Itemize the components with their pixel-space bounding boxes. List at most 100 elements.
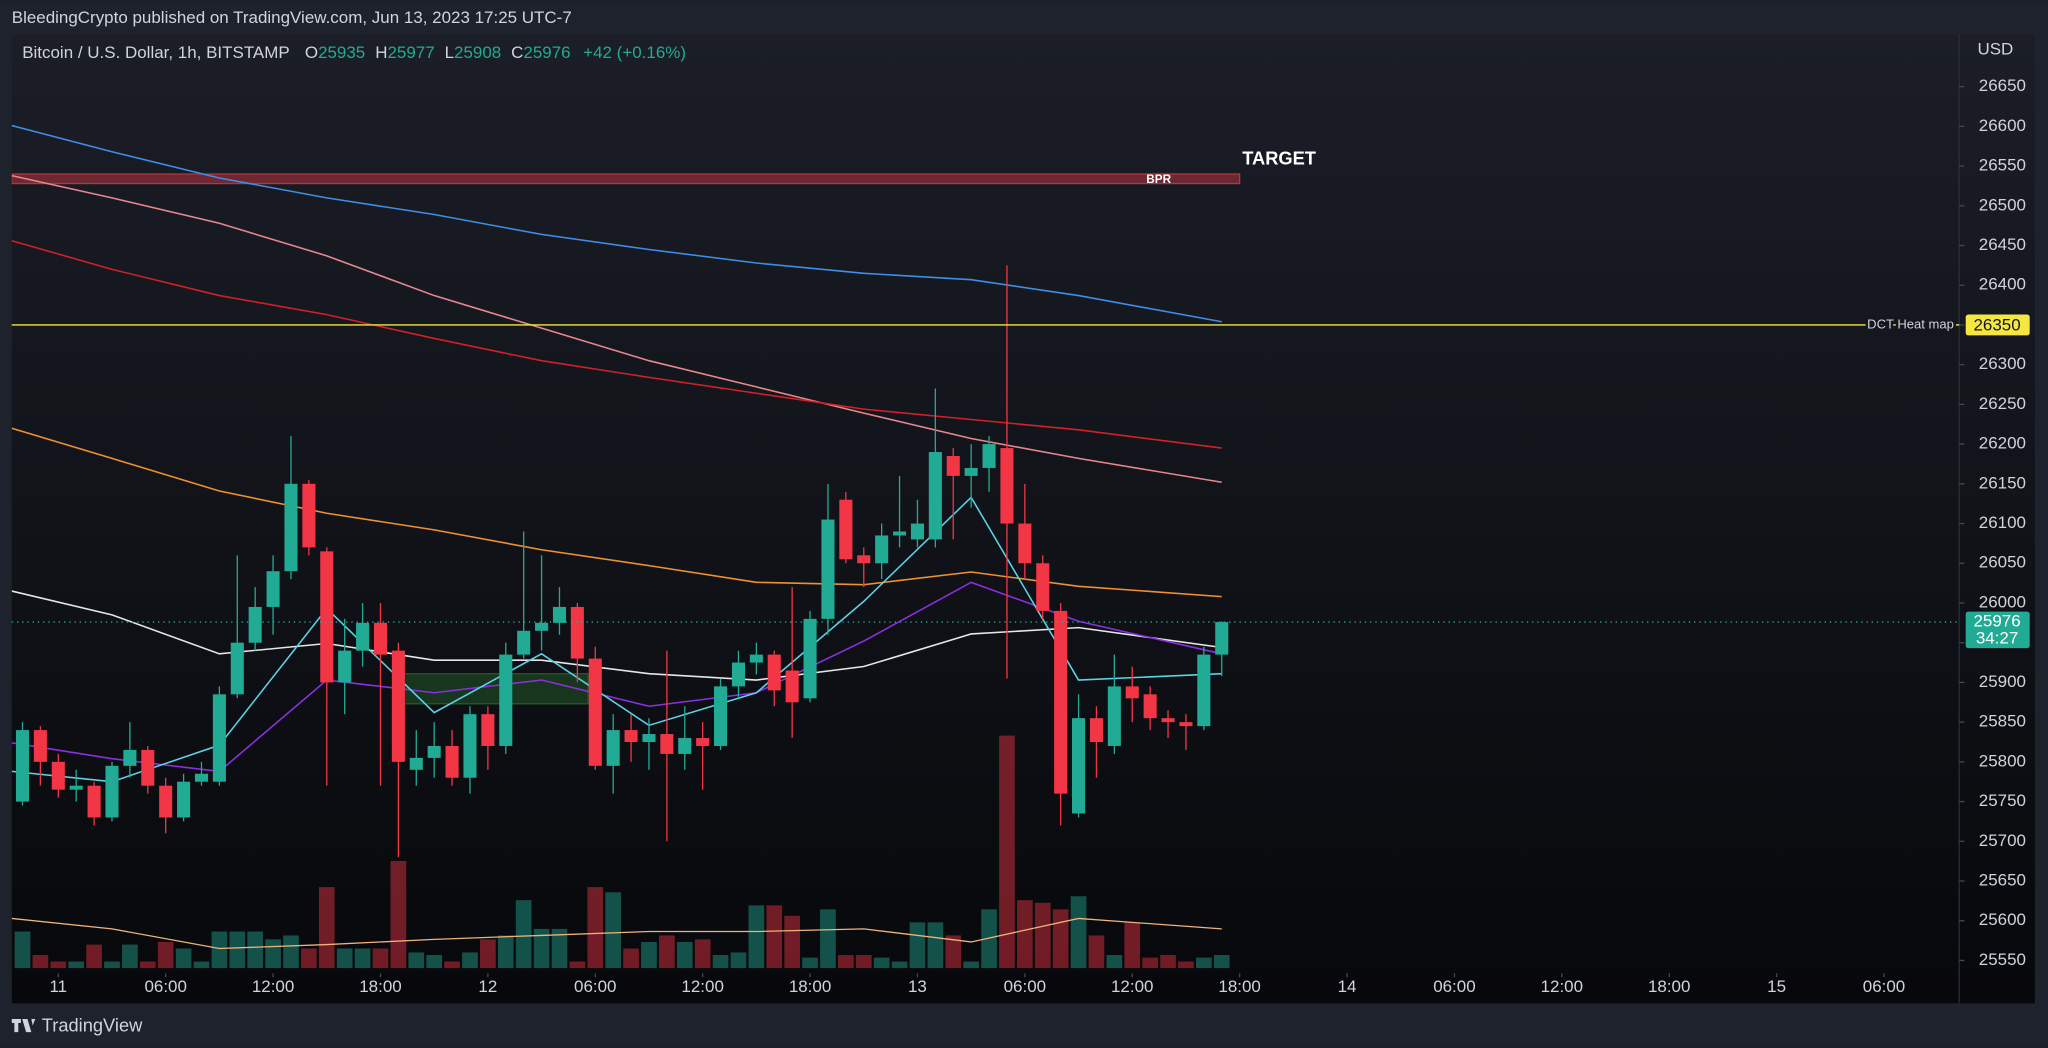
- x-tick-label: 12: [478, 977, 497, 996]
- legend-c: C: [511, 43, 523, 62]
- x-tick-label: 12:00: [1541, 977, 1583, 996]
- candle-body: [714, 686, 728, 746]
- legend-change: +42 (+0.16%): [583, 43, 686, 62]
- volume-bar: [1070, 896, 1087, 969]
- candle-body: [284, 483, 298, 572]
- candle-body: [302, 483, 316, 548]
- y-tick-label: 26100: [1979, 513, 2026, 532]
- candle-body: [1161, 718, 1175, 723]
- volume-bar: [1124, 922, 1141, 969]
- candle-body: [391, 650, 405, 762]
- x-tick-label: 06:00: [574, 977, 616, 996]
- candle-body: [141, 749, 155, 786]
- y-tick-label: 26500: [1979, 195, 2026, 214]
- x-tick-label: 06:00: [1863, 977, 1905, 996]
- x-tick-label: 06:00: [144, 977, 186, 996]
- volume-bar: [855, 955, 872, 969]
- candle-body: [767, 654, 781, 691]
- candle-body: [1000, 448, 1014, 524]
- y-tick-label: 26200: [1979, 434, 2026, 453]
- x-tick-label: 12:00: [252, 977, 294, 996]
- volume-bar: [462, 952, 478, 969]
- y-tick-label: 26050: [1979, 553, 2026, 572]
- candle-body: [928, 452, 942, 540]
- candle-body: [696, 738, 710, 746]
- volume-bar: [1213, 955, 1230, 969]
- last-price-label: 25976: [1973, 612, 2020, 631]
- volume-bar: [229, 931, 246, 969]
- legend-o: O: [305, 43, 318, 62]
- volume-bar: [909, 922, 926, 969]
- candle-body: [910, 523, 924, 540]
- candle-body: [678, 738, 692, 754]
- y-tick-label: 26650: [1979, 76, 2026, 95]
- volume-bar: [891, 961, 908, 969]
- y-tick-label: 26300: [1979, 354, 2026, 373]
- x-tick-label: 12:00: [1111, 977, 1153, 996]
- x-tick-label: 06:00: [1004, 977, 1046, 996]
- candle-body: [803, 618, 817, 699]
- volume-bar: [1106, 955, 1123, 969]
- volume-bar: [283, 935, 299, 969]
- volume-bar: [587, 887, 604, 969]
- volume-bar: [784, 915, 800, 969]
- x-tick-label: 18:00: [789, 977, 831, 996]
- candle-body: [356, 622, 370, 651]
- volume-bar: [999, 735, 1015, 969]
- candle-body: [51, 761, 65, 790]
- y-tick-label: 26600: [1979, 116, 2026, 135]
- volume-bar: [659, 935, 675, 969]
- y-tick-label: 26000: [1979, 592, 2026, 611]
- volume-bar: [551, 928, 568, 969]
- y-tick-label: 25600: [1979, 910, 2026, 929]
- candle-body: [875, 535, 889, 564]
- candle-body: [785, 670, 799, 703]
- candle-body: [660, 734, 674, 754]
- volume-bar: [497, 935, 514, 969]
- candle-body: [194, 773, 209, 782]
- candle-body: [248, 606, 262, 643]
- candle-body: [731, 662, 745, 687]
- brand: TradingView: [42, 1015, 143, 1036]
- volume-bar: [1034, 902, 1051, 969]
- volume-bar: [157, 941, 174, 969]
- candle-body: [230, 642, 244, 695]
- volume-bar: [354, 948, 371, 969]
- candle-body: [1036, 563, 1050, 611]
- plot-background: [11, 34, 2035, 1004]
- volume-bar: [390, 860, 407, 969]
- y-tick-label: 25550: [1979, 950, 2026, 969]
- candle-body: [857, 555, 871, 564]
- candle-body: [1179, 722, 1193, 727]
- volume-bar: [1160, 955, 1176, 969]
- volume-bar: [265, 939, 281, 969]
- volume-bar: [408, 952, 425, 969]
- volume-bar: [820, 909, 836, 969]
- y-tick-label: 26400: [1979, 275, 2026, 294]
- candle-body: [624, 730, 638, 742]
- x-tick-label: 14: [1338, 977, 1357, 996]
- volume-bar: [86, 944, 102, 969]
- candle-body: [982, 444, 996, 468]
- moving-average: [11, 427, 1222, 598]
- legend-low: 25908: [454, 43, 501, 62]
- legend-h: H: [375, 43, 387, 62]
- candle-body: [552, 606, 566, 623]
- y-tick-label: 26550: [1979, 156, 2026, 175]
- candle-body: [123, 749, 137, 766]
- volume-bar: [676, 941, 693, 969]
- volume-bar: [515, 900, 532, 969]
- candle-body: [212, 694, 226, 782]
- candle-body: [1018, 523, 1032, 564]
- x-tick-label: 18:00: [1648, 977, 1690, 996]
- candle-body: [1089, 718, 1103, 742]
- candle-body: [588, 658, 602, 766]
- volume-bar: [318, 887, 335, 969]
- y-tick-label: 25750: [1979, 791, 2026, 810]
- last-price-tag: [1965, 611, 2030, 649]
- candle-body: [105, 765, 119, 818]
- x-tick-label: 11: [49, 977, 67, 996]
- volume-bar: [945, 935, 962, 969]
- countdown-label: 34:27: [1976, 629, 2018, 648]
